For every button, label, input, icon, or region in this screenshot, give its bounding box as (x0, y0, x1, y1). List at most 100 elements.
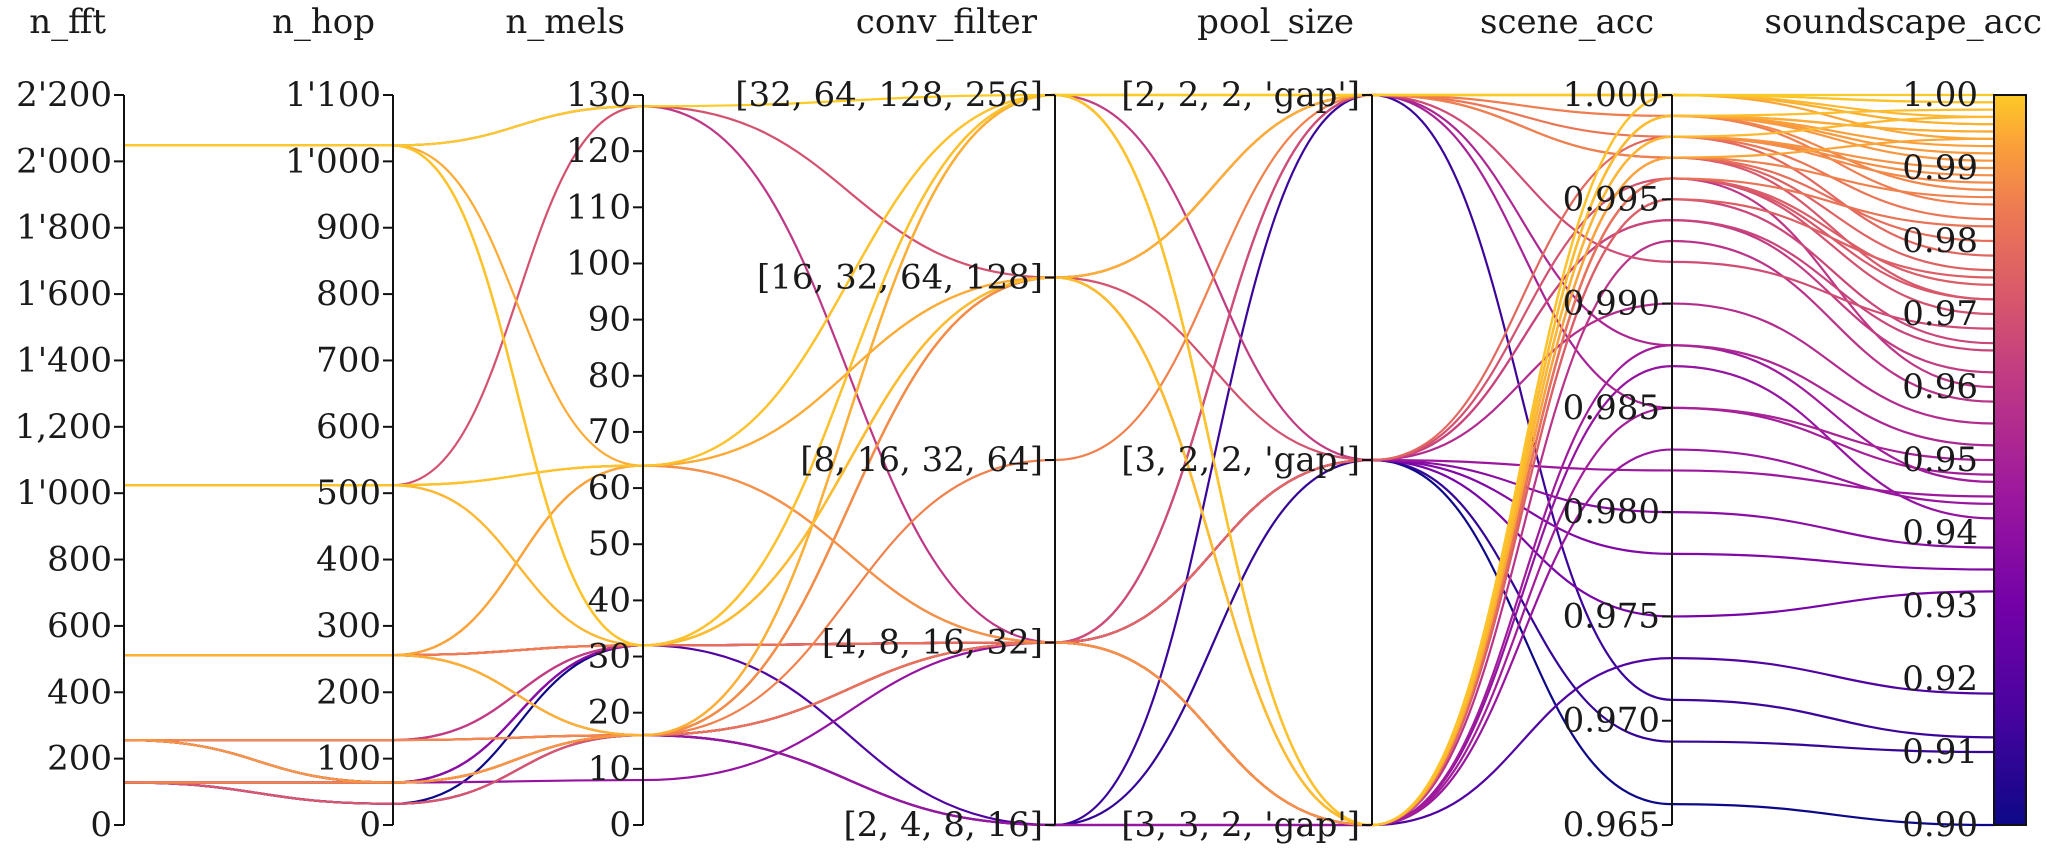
colorbar (1993, 94, 2027, 826)
axis-pool_size: pool_size [3, 3, 2, 'gap'] [3, 2, 2, 'gap'… (1121, 2, 1373, 845)
tick-label: 300 (316, 606, 381, 646)
data-line (124, 135, 1995, 827)
tick-label: 0 (359, 805, 381, 845)
tick-label: 0.995 (1563, 179, 1660, 219)
tick-label: 400 (316, 540, 381, 580)
tick-label: 70 (588, 412, 631, 452)
tick-label: 0.96 (1902, 367, 1978, 407)
tick-label: 0.965 (1563, 805, 1660, 845)
tick-label: 500 (316, 473, 381, 513)
tick-label: 800 (316, 274, 381, 314)
data-line (123, 105, 1995, 827)
tick-label: 1'800 (16, 208, 112, 248)
data-line (124, 93, 1995, 737)
data-line (124, 239, 1995, 827)
axis-title: scene_acc (1480, 2, 1654, 42)
tick-label: 600 (47, 606, 112, 646)
data-line (123, 448, 1995, 827)
tick-label: 0.92 (1902, 659, 1978, 699)
tick-label: 1'100 (285, 75, 381, 115)
axis-title: pool_size (1197, 2, 1354, 42)
tick-label: 0.990 (1563, 284, 1660, 324)
axis-conv_filter: conv_filter [2, 4, 8, 16] [4, 8, 16, 32] [8… (735, 2, 1056, 845)
tick-label: 1.00 (1902, 75, 1978, 115)
data-line (124, 644, 1995, 827)
tick-label: 0.91 (1902, 732, 1978, 772)
tick-label: 200 (316, 672, 381, 712)
tick-label: [4, 8, 16, 32] (822, 623, 1043, 663)
tick-label: 40 (588, 580, 631, 620)
axis-title: conv_filter (856, 2, 1038, 42)
tick-label: 90 (588, 300, 631, 340)
tick-label: 2'000 (16, 141, 112, 181)
data-line (124, 458, 1995, 784)
tick-label: 800 (47, 540, 112, 580)
tick-label: 20 (588, 693, 631, 733)
tick-label: 110 (566, 187, 631, 227)
data-line (123, 137, 1995, 827)
tick-label: 0 (609, 805, 631, 845)
tick-label: 60 (588, 468, 631, 508)
data-line (124, 93, 1995, 827)
data-line (124, 177, 1995, 827)
data-line (124, 219, 1995, 657)
axis-title: soundscape_acc (1765, 2, 2042, 42)
tick-label: 0.99 (1902, 148, 1978, 188)
tick-label: 100 (566, 243, 631, 283)
data-line (123, 458, 1995, 784)
tick-label: 1'000 (16, 473, 112, 513)
axis-n_mels: n_mels 0 10 20 30 40 50 60 70 80 90 100 110 120 130 (505, 2, 644, 845)
tick-label: 600 (316, 407, 381, 447)
tick-label: 0.94 (1902, 513, 1978, 553)
tick-label: 900 (316, 208, 381, 248)
tick-label: 30 (588, 637, 631, 677)
data-line (123, 108, 1995, 827)
tick-label: 1,200 (15, 407, 112, 447)
data-line (123, 344, 1995, 827)
tick-label: 1'000 (285, 141, 381, 181)
data-line (124, 365, 1995, 827)
data-line (123, 177, 1995, 827)
tick-label: [8, 16, 32, 64] (800, 440, 1043, 480)
data-line (123, 93, 1995, 784)
tick-label: 10 (588, 749, 631, 789)
tick-label: 0.980 (1563, 492, 1660, 532)
tick-label: 0 (90, 805, 112, 845)
tick-label: 1'400 (16, 340, 112, 380)
data-line (123, 135, 1995, 827)
tick-label: 1'600 (16, 274, 112, 314)
axis-scene_acc: scene_acc 0.965 0.970 0.975 0.980 0.985 0.990 0… (1480, 2, 1673, 845)
tick-label: 0.985 (1563, 388, 1660, 428)
tick-label: 2'200 (16, 75, 112, 115)
tick-label: 0.90 (1902, 805, 1978, 845)
data-line (124, 135, 1995, 657)
data-line (124, 135, 1995, 827)
tick-label: 0.93 (1902, 586, 1978, 626)
tick-label: 0.970 (1563, 701, 1660, 741)
tick-label: 700 (316, 340, 381, 380)
axis-n_hop: n_hop 0 100 200 300 400 500 600 700 800 900 1'000 1'… (272, 2, 394, 845)
axes-layer: n_fft02004006008001'0001,2001'4001'6001'… (15, 2, 2042, 845)
tick-label: 120 (566, 131, 631, 171)
tick-label: 0.975 (1563, 596, 1660, 636)
axis-title: n_hop (272, 2, 375, 42)
tick-label: [16, 32, 64, 128] (757, 258, 1043, 298)
data-line (124, 156, 1995, 827)
tick-label: 0.98 (1902, 221, 1978, 261)
tick-label: 200 (47, 739, 112, 779)
data-line (123, 458, 1995, 784)
tick-label: [32, 64, 128, 256] (735, 75, 1043, 115)
tick-label: 80 (588, 356, 631, 396)
tick-label: 50 (588, 524, 631, 564)
tick-label: [3, 3, 2, 'gap'] (1121, 805, 1360, 845)
tick-label: 0.97 (1902, 294, 1978, 334)
data-line (124, 156, 1995, 827)
data-line (124, 458, 1995, 657)
axis-title: n_fft (29, 2, 106, 42)
axis-n_fft: n_fft 0 200 400 600 800 1'000 1,200 1'400 1'600 1'… (15, 2, 125, 845)
polyline-layer (123, 93, 1995, 827)
tick-label: 130 (566, 75, 631, 115)
tick-label: 100 (316, 739, 381, 779)
data-line (124, 93, 1995, 784)
